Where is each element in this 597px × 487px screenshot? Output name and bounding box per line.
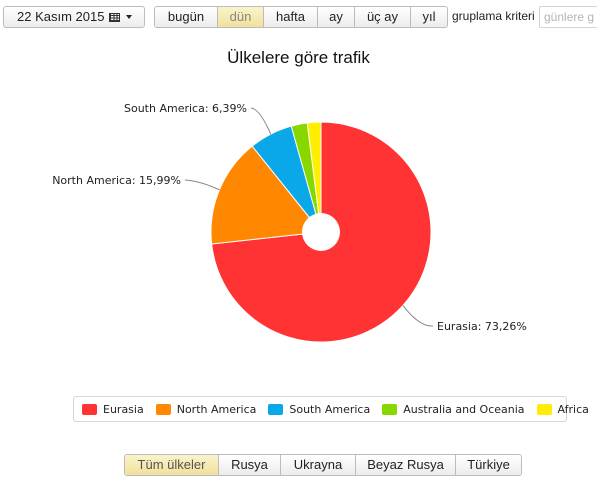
legend-item-south-america[interactable]: South America [268,403,370,416]
legend-swatch-south-america [268,403,284,415]
period-selector: bugün dün hafta ay üç ay yıl [154,6,448,28]
pie-slice-north-america[interactable] [210,145,322,245]
country-belarus-button[interactable]: Beyaz Rusya [355,455,455,475]
legend-label: Australia and Oceania [403,402,525,416]
data-label-eurasia: Eurasia: 73,26% [437,320,527,333]
period-quarter-button[interactable]: üç ay [354,7,410,27]
period-today-button[interactable]: bugün [155,7,217,27]
pie-slice-africa[interactable] [306,121,322,233]
legend-swatch-north-america [155,403,171,415]
period-week-button[interactable]: hafta [263,7,317,27]
country-russia-button[interactable]: Rusya [218,455,280,475]
legend-swatch-eurasia [82,403,97,415]
period-year-button[interactable]: yıl [410,7,447,27]
legend-swatch-australia-oceania [382,403,398,415]
date-label: 22 Kasım 2015 [17,9,105,24]
grouping-select[interactable]: günlere g [539,6,597,28]
legend-label: Eurasia [103,402,144,416]
country-ukraine-button[interactable]: Ukrayna [280,455,355,475]
toolbar: 22 Kasım 2015 bugün dün hafta ay üç ay y… [0,6,597,28]
data-label-connector [250,107,272,135]
chart-legend: Eurasia North America South America Aust… [73,396,589,422]
pie-center-hole [302,213,340,251]
data-label-north-america: North America: 15,99% [52,174,181,187]
legend-item-eurasia[interactable]: Eurasia [82,403,144,416]
caret-down-icon [126,15,133,19]
legend-label: South America [289,402,371,416]
period-yesterday-button[interactable]: dün [217,7,263,27]
country-turkey-button[interactable]: Türkiye [455,455,521,475]
legend-label: North America [176,402,257,416]
chart-title: Ülkelere göre trafik [227,48,370,67]
pie-chart: Eurasia: 73,26% North America: 15,99% Sout… [52,102,527,343]
country-filter: Tüm ülkeler Rusya Ukrayna Beyaz Rusya Tü… [124,454,522,476]
legend-item-australia-oceania[interactable]: Australia and Oceania [382,402,525,416]
legend-item-africa[interactable]: Africa [536,402,589,416]
data-label-south-america: South America: 6,39% [124,102,247,115]
legend-label: Africa [557,402,589,416]
period-month-button[interactable]: ay [317,7,354,27]
legend-swatch-africa [536,403,552,415]
data-label-connector [184,179,220,191]
calendar-icon [109,12,121,22]
grouping-label: gruplama kriteri [452,9,535,23]
date-picker-button[interactable]: 22 Kasım 2015 [3,6,145,28]
data-label-connector [402,305,434,327]
legend-item-north-america[interactable]: North America [155,402,257,416]
country-all-button[interactable]: Tüm ülkeler [125,455,218,475]
